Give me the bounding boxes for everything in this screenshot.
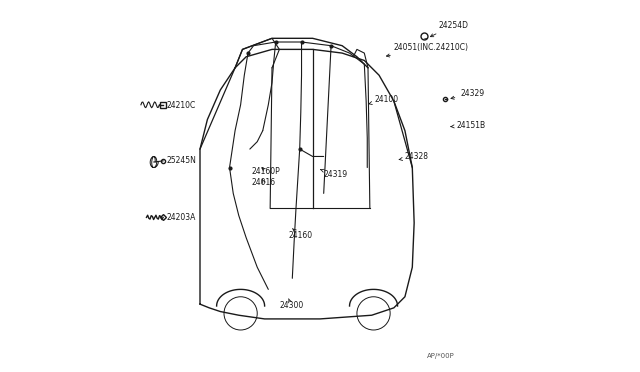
Text: 24016: 24016: [252, 178, 276, 187]
Text: AP/*00P: AP/*00P: [427, 353, 455, 359]
Text: 24254D: 24254D: [431, 21, 468, 37]
Text: 24210C: 24210C: [167, 101, 196, 110]
Text: 24051(INC.24210C): 24051(INC.24210C): [387, 43, 469, 57]
Text: 24160: 24160: [289, 228, 313, 240]
Text: 24100: 24100: [369, 95, 399, 105]
Text: 24203A: 24203A: [167, 213, 196, 222]
Text: 24160P: 24160P: [252, 167, 280, 176]
Text: 24151B: 24151B: [451, 121, 486, 129]
Text: 24319: 24319: [321, 169, 348, 179]
Text: 24300: 24300: [280, 299, 303, 311]
Text: 24328: 24328: [399, 152, 429, 161]
Text: 24329: 24329: [451, 89, 484, 99]
Text: 25245N: 25245N: [167, 156, 196, 166]
